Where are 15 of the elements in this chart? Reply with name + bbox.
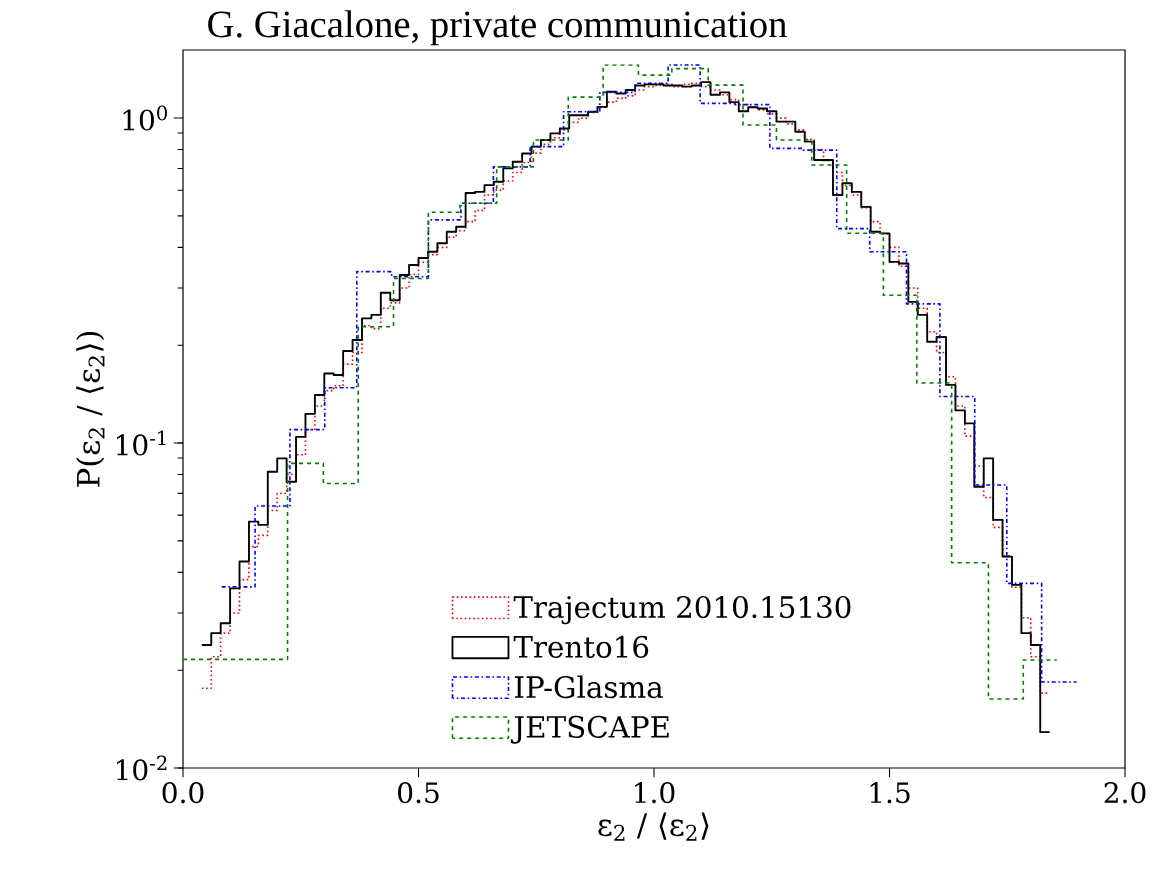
- legend-label: Trajectum 2010.15130: [513, 595, 851, 625]
- y-tick-label: 10$^{-1}$: [116, 430, 166, 456]
- legend-label: IP-Glasma: [515, 675, 663, 699]
- y-tick-label: 10$^{-2}$: [116, 755, 167, 781]
- legend-label: JETSCAPE: [510, 715, 669, 744]
- x-tick-label: 1.0: [635, 782, 675, 804]
- legend-label: Trento16: [513, 635, 649, 658]
- chart-title: G. Giacalone, private communication: [208, 10, 787, 46]
- x-tick-label: 1.5: [870, 782, 910, 804]
- y-tick-label: 10$^{0}$: [123, 105, 167, 131]
- x-axis-title: ε$_{2}$ / ⟨ε$_{2}$⟩: [598, 812, 709, 841]
- y-axis-title: P(ε$_{2}$ / ⟨ε$_{2}$⟩): [76, 332, 105, 487]
- x-tick-label: 0.0: [162, 782, 204, 804]
- x-tick-label: 2.0: [1104, 782, 1146, 804]
- x-tick-label: 0.5: [398, 782, 439, 804]
